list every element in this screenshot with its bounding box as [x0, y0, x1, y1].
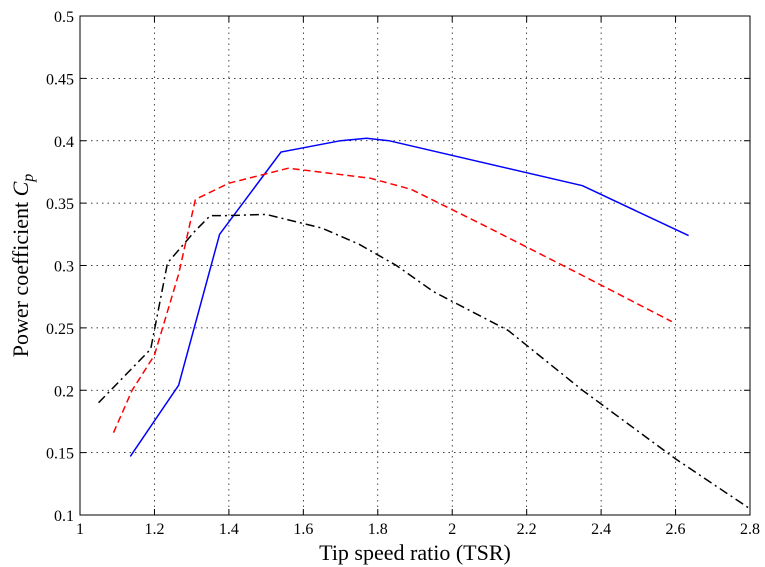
- y-tick-label: 0.3: [54, 259, 74, 276]
- x-tick-label: 1.2: [144, 521, 164, 538]
- y-axis-label-subscript: p: [20, 174, 37, 183]
- x-tick-label: 1.6: [293, 521, 313, 538]
- x-tick-label: 1: [76, 521, 84, 538]
- y-tick-label: 0.5: [54, 9, 74, 26]
- x-tick-label: 2.8: [740, 521, 760, 538]
- y-axis-label: Power coefficient Cp: [8, 174, 37, 358]
- y-axis-label-symbol: C: [8, 181, 33, 196]
- x-tick-label: 2.6: [666, 521, 686, 538]
- y-tick-label: 0.4: [54, 134, 74, 151]
- y-tick-label: 0.2: [54, 383, 74, 400]
- series-line-dashdot: [98, 213, 751, 510]
- y-tick-label: 0.25: [46, 321, 74, 338]
- y-tick-label: 0.1: [54, 508, 74, 525]
- series-line-solid: [129, 137, 689, 457]
- series-line-dashed: [112, 167, 673, 434]
- x-tick-label: 2.2: [517, 521, 537, 538]
- y-axis-label-text: Power coefficient: [8, 196, 33, 357]
- axis-ticks: [79, 15, 751, 516]
- x-tick-label: 2: [448, 521, 456, 538]
- y-tick-label: 0.15: [46, 446, 74, 463]
- y-tick-label: 0.35: [46, 196, 74, 213]
- y-tick-label: 0.45: [46, 71, 74, 88]
- x-tick-label: 2.4: [591, 521, 611, 538]
- x-tick-labels: 1 1.2 1.4 1.6 1.8 2 2.2 2.4 2.6 2.8: [76, 521, 760, 538]
- x-axis-label: Tip speed ratio (TSR): [319, 540, 511, 565]
- plot-lines: [98, 137, 751, 510]
- grid: [80, 16, 750, 515]
- y-tick-labels: 0.1 0.15 0.2 0.25 0.3 0.35 0.4 0.45 0.5: [46, 9, 74, 525]
- x-tick-label: 1.8: [368, 521, 388, 538]
- x-tick-label: 1.4: [219, 521, 239, 538]
